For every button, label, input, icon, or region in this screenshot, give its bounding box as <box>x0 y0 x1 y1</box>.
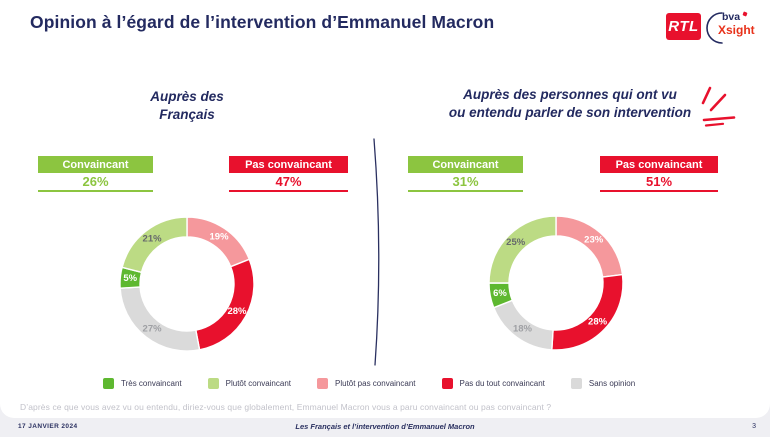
legend-label: Plutôt pas convaincant <box>335 379 416 388</box>
legend-item-tres-convaincant: Très convaincant <box>103 378 182 389</box>
left-convaincant-badge: Convaincant <box>38 156 153 173</box>
left-pas-convaincant-underline <box>229 190 348 192</box>
legend-item-plutot-pas-convaincant: Plutôt pas convaincant <box>317 378 416 389</box>
legend-item-pas-du-tout-convaincant: Pas du tout convaincant <box>441 378 545 389</box>
right-panel-heading: Auprès des personnes qui ont vu ou enten… <box>420 86 720 122</box>
donut-segment-label: 21% <box>143 233 163 244</box>
donut-segment-label: 5% <box>123 273 137 284</box>
rtl-logo: RTL <box>666 13 701 40</box>
right-convaincant-badge: Convaincant <box>408 156 523 173</box>
footer-date: 17 JANVIER 2024 <box>18 423 78 430</box>
legend-swatch-sans-opinion <box>570 378 582 389</box>
legend-label: Sans opinion <box>588 379 636 388</box>
right-panel-heading-line1: Auprès des personnes qui ont vu <box>463 87 677 102</box>
right-pas-convaincant-value: 51% <box>645 174 673 189</box>
left-panel-heading-line2: Français <box>159 107 215 122</box>
legend-swatch-plutot-convaincant <box>207 378 219 389</box>
chart-legend: Très convaincant Plutôt convaincant Plut… <box>103 378 635 389</box>
bva-xsight-logo: bva Xsight <box>705 9 767 47</box>
donut-segment-label: 18% <box>513 324 533 335</box>
bva-logo-text: bva <box>722 11 741 23</box>
legend-swatch-pas-du-tout-convaincant <box>441 378 453 389</box>
legend-item-sans-opinion: Sans opinion <box>570 378 636 389</box>
red-emphasis-strokes-icon <box>701 86 736 127</box>
legend-swatch-plutot-pas-convaincant <box>317 378 328 389</box>
legend-item-plutot-convaincant: Plutôt convaincant <box>207 378 291 389</box>
right-pas-convaincant-badge: Pas convaincant <box>600 156 718 173</box>
left-convaincant-value: 26% <box>82 174 109 189</box>
center-divider <box>373 138 380 366</box>
donut-segment-label: 28% <box>588 317 608 328</box>
donut-segment <box>555 215 624 278</box>
left-convaincant-block: Convaincant 26% <box>38 156 153 192</box>
left-pas-convaincant-block: Pas convaincant 47% <box>229 156 348 192</box>
right-convaincant-underline <box>408 190 523 192</box>
footer-report-title: Les Français et l’intervention d’Emmanue… <box>295 422 475 431</box>
right-panel-heading-line2: ou entendu parler de son intervention <box>448 105 692 120</box>
left-panel-heading-line1: Auprès des <box>150 89 224 104</box>
donut-segment-label: 6% <box>493 288 507 299</box>
donut-segment-label: 19% <box>210 231 230 242</box>
donut-segment-label: 25% <box>506 237 526 248</box>
donut-segment-label: 27% <box>143 324 163 335</box>
donut-segment <box>488 215 557 284</box>
right-convaincant-block: Convaincant 31% <box>408 156 523 192</box>
survey-question-text: D’après ce que vous avez vu ou entendu, … <box>20 402 552 412</box>
left-panel-heading: Auprès des Français <box>87 88 287 124</box>
right-pas-convaincant-block: Pas convaincant 51% <box>600 156 718 192</box>
page-title: Opinion à l’égard de l’intervention d’Em… <box>30 12 495 32</box>
left-pas-convaincant-value: 47% <box>275 174 302 189</box>
donut-segment <box>119 286 201 352</box>
donut-segment-label: 23% <box>584 235 604 246</box>
bva-arc-icon <box>706 12 723 44</box>
xsight-logo-text: Xsight <box>718 23 755 37</box>
right-convaincant-value: 31% <box>452 174 479 189</box>
legend-label: Plutôt convaincant <box>225 379 291 388</box>
rtl-logo-text: RTL <box>668 18 699 35</box>
bva-logo-accent <box>742 11 748 17</box>
legend-label: Pas du tout convaincant <box>459 379 545 388</box>
donut-chart-aupres-des-francais: 19% 28% 27% 5% 21% <box>119 216 255 352</box>
slide-content-card: Opinion à l’égard de l’intervention d’Em… <box>0 0 770 418</box>
left-convaincant-underline <box>38 190 153 192</box>
donut-segment <box>551 273 624 351</box>
left-pas-convaincant-badge: Pas convaincant <box>229 156 348 173</box>
footer-page-number: 3 <box>752 423 756 430</box>
donut-segment <box>195 258 255 351</box>
legend-label: Très convaincant <box>121 379 182 388</box>
donut-chart-personnes-ayant-vu: 23% 28% 18% 6% 25% <box>488 215 624 351</box>
right-pas-convaincant-underline <box>600 190 718 192</box>
donut-segment <box>121 216 188 274</box>
legend-swatch-tres-convaincant <box>103 378 114 389</box>
donut-segment-label: 28% <box>227 306 247 317</box>
